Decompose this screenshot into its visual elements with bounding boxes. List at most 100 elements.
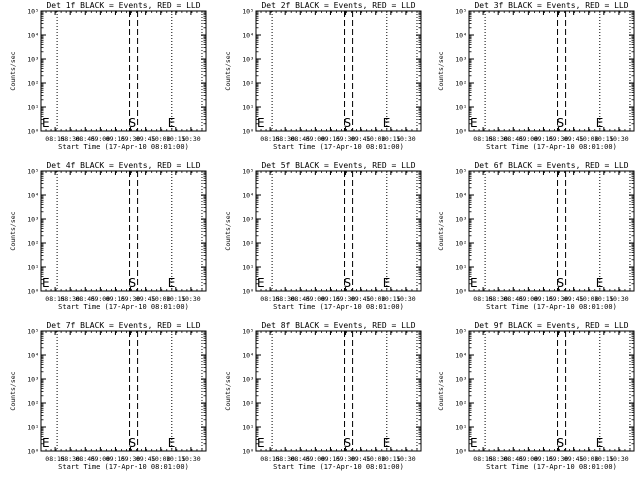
x-tick-label: 08:45 <box>290 455 310 463</box>
plot-frame <box>255 330 422 452</box>
event-marker-s: S <box>557 436 565 450</box>
y-axis-label: Counts/sec <box>437 371 445 410</box>
x-tick-label: 08:45 <box>290 135 310 143</box>
x-tick-label: 08:15 <box>473 135 493 143</box>
chart-panel-4: Det 4f BLACK = Events, RED = LLD 10⁰ 10¹ 10… <box>9 161 207 311</box>
y-tick-label: 10³ <box>27 216 39 224</box>
event-marker-e: E <box>168 436 176 450</box>
y-tick-label: 10⁰ <box>242 448 254 456</box>
event-marker-e: E <box>168 116 176 130</box>
x-tick-label: 09:45 <box>564 135 584 143</box>
panel-title: Det 5f BLACK = Events, RED = LLD <box>261 161 415 170</box>
event-marker-s: S <box>129 276 137 290</box>
x-tick-label: 10:00 <box>151 295 171 303</box>
x-tick-label: 10:15 <box>381 135 401 143</box>
x-tick-label: 09:30 <box>121 135 141 143</box>
y-tick-label: 10¹ <box>242 424 254 432</box>
x-tick-label: 08:15 <box>260 295 280 303</box>
x-tick-label: 09:30 <box>121 295 141 303</box>
y-tick-label: 10³ <box>455 216 467 224</box>
x-tick-label: 09:15 <box>106 455 126 463</box>
plot-frame <box>255 10 422 132</box>
plot-frame <box>468 10 635 132</box>
plot-frame <box>255 170 422 292</box>
x-tick-label: 08:15 <box>473 455 493 463</box>
x-tick-label: 10:30 <box>396 135 416 143</box>
x-tick-label: 08:30 <box>275 135 295 143</box>
y-tick-label: 10² <box>27 400 39 408</box>
y-tick-label: 10² <box>455 240 467 248</box>
x-tick-label: 08:30 <box>60 295 80 303</box>
y-tick-label: 10⁴ <box>27 352 39 360</box>
x-tick-label: 09:15 <box>106 295 126 303</box>
panel-title: Det 9f BLACK = Events, RED = LLD <box>474 321 628 330</box>
y-tick-label: 10⁴ <box>27 32 39 40</box>
y-tick-label: 10⁴ <box>455 352 467 360</box>
x-axis-label: Start Time (17-Apr-10 08:01:00) <box>273 143 404 151</box>
y-tick-label: 10¹ <box>455 424 467 432</box>
x-tick-label: 09:30 <box>121 455 141 463</box>
event-marker-e: E <box>257 436 265 450</box>
x-tick-label: 08:45 <box>75 455 95 463</box>
chart-panel-2: Det 2f BLACK = Events, RED = LLD 10⁰ 10¹ 10… <box>224 1 422 151</box>
y-tick-label: 10⁵ <box>242 168 254 176</box>
x-tick-label: 08:30 <box>275 295 295 303</box>
x-tick-label: 09:00 <box>306 455 326 463</box>
x-tick-label: 10:15 <box>594 135 614 143</box>
panel-title: Det 6f BLACK = Events, RED = LLD <box>474 161 628 170</box>
x-tick-label: 10:30 <box>609 295 629 303</box>
chart-panel-5: Det 5f BLACK = Events, RED = LLD 10⁰ 10¹ 10… <box>224 161 422 311</box>
chart-panel-8: Det 8f BLACK = Events, RED = LLD 10⁰ 10¹ 10… <box>224 321 422 471</box>
x-tick-label: 09:45 <box>136 295 156 303</box>
x-tick-label: 08:30 <box>275 455 295 463</box>
event-marker-e: E <box>470 276 478 290</box>
x-tick-label: 08:45 <box>290 295 310 303</box>
event-marker-s: S <box>129 116 137 130</box>
y-tick-label: 10⁴ <box>27 192 39 200</box>
y-tick-label: 10⁴ <box>242 32 254 40</box>
x-tick-label: 08:15 <box>45 455 65 463</box>
event-marker-e: E <box>383 116 391 130</box>
x-tick-label: 09:15 <box>321 135 341 143</box>
x-tick-label: 09:30 <box>549 455 569 463</box>
event-marker-e: E <box>168 276 176 290</box>
y-tick-label: 10⁵ <box>27 8 39 16</box>
chart-panel-1: Det 1f BLACK = Events, RED = LLD 10⁰ 10¹ 10… <box>9 1 207 151</box>
x-tick-label: 10:00 <box>366 135 386 143</box>
x-axis-label: Start Time (17-Apr-10 08:01:00) <box>58 463 189 471</box>
event-marker-e: E <box>257 116 265 130</box>
y-tick-label: 10⁵ <box>27 328 39 336</box>
y-tick-label: 10⁵ <box>27 168 39 176</box>
y-tick-label: 10³ <box>242 216 254 224</box>
x-tick-label: 10:00 <box>366 455 386 463</box>
x-tick-label: 10:15 <box>381 455 401 463</box>
event-marker-e: E <box>470 436 478 450</box>
y-tick-label: 10⁵ <box>242 8 254 16</box>
chart-panel-6: Det 6f BLACK = Events, RED = LLD 10⁰ 10¹ 10… <box>437 161 635 311</box>
panel-title: Det 2f BLACK = Events, RED = LLD <box>261 1 415 10</box>
event-marker-e: E <box>383 276 391 290</box>
x-tick-label: 08:45 <box>503 455 523 463</box>
x-tick-label: 09:45 <box>564 295 584 303</box>
panel-title: Det 7f BLACK = Events, RED = LLD <box>46 321 200 330</box>
panel-title: Det 4f BLACK = Events, RED = LLD <box>46 161 200 170</box>
y-axis-label: Counts/sec <box>437 211 445 250</box>
y-tick-label: 10³ <box>242 56 254 64</box>
x-tick-label: 09:00 <box>519 455 539 463</box>
x-tick-label: 10:15 <box>166 455 186 463</box>
y-tick-label: 10² <box>242 240 254 248</box>
x-tick-label: 09:00 <box>519 135 539 143</box>
x-tick-label: 09:15 <box>534 135 554 143</box>
x-tick-label: 08:15 <box>45 135 65 143</box>
x-tick-label: 10:00 <box>579 455 599 463</box>
plot-frame <box>40 330 207 452</box>
x-tick-label: 10:30 <box>181 135 201 143</box>
event-marker-s: S <box>344 116 352 130</box>
y-tick-label: 10⁴ <box>455 32 467 40</box>
y-tick-label: 10² <box>455 400 467 408</box>
event-marker-e: E <box>42 276 50 290</box>
y-tick-label: 10⁵ <box>455 328 467 336</box>
y-tick-label: 10⁰ <box>27 448 39 456</box>
y-tick-label: 10¹ <box>242 104 254 112</box>
x-tick-label: 09:15 <box>534 295 554 303</box>
